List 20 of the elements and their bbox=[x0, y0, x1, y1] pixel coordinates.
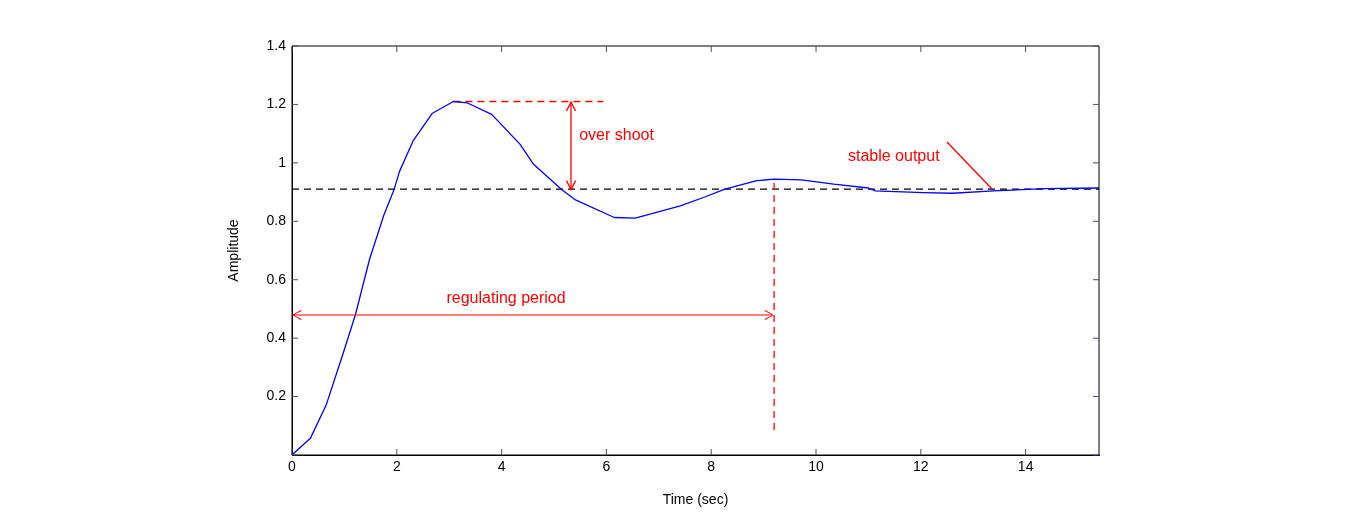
x-tick-label: 6 bbox=[602, 458, 611, 475]
y-tick-label: 1.2 bbox=[266, 95, 287, 112]
annotation: regulating period bbox=[446, 288, 566, 306]
y-tick-label: 1.4 bbox=[266, 36, 287, 53]
y-tick-label: 0.6 bbox=[266, 270, 287, 287]
x-tick-label: 2 bbox=[392, 458, 401, 475]
annotation: stable output bbox=[847, 146, 941, 164]
x-tick-label: 14 bbox=[1017, 458, 1034, 475]
x-tick-label: 12 bbox=[913, 458, 929, 475]
annotation: over shoot bbox=[579, 125, 655, 143]
x-tick-label: 4 bbox=[497, 458, 506, 475]
x-axis-title: Time (sec) bbox=[662, 491, 729, 508]
y-tick-label: 1 bbox=[278, 153, 287, 170]
x-tick-label: 10 bbox=[808, 458, 825, 475]
y-tick-label: 0.4 bbox=[266, 329, 287, 345]
y-tick-label: 0.2 bbox=[266, 387, 287, 404]
x-tick-label: 0 bbox=[288, 458, 297, 475]
x-tick-label: 8 bbox=[707, 458, 716, 475]
y-tick-label: 0.8 bbox=[266, 212, 287, 229]
y-axis-title: Amplitude bbox=[225, 219, 242, 282]
